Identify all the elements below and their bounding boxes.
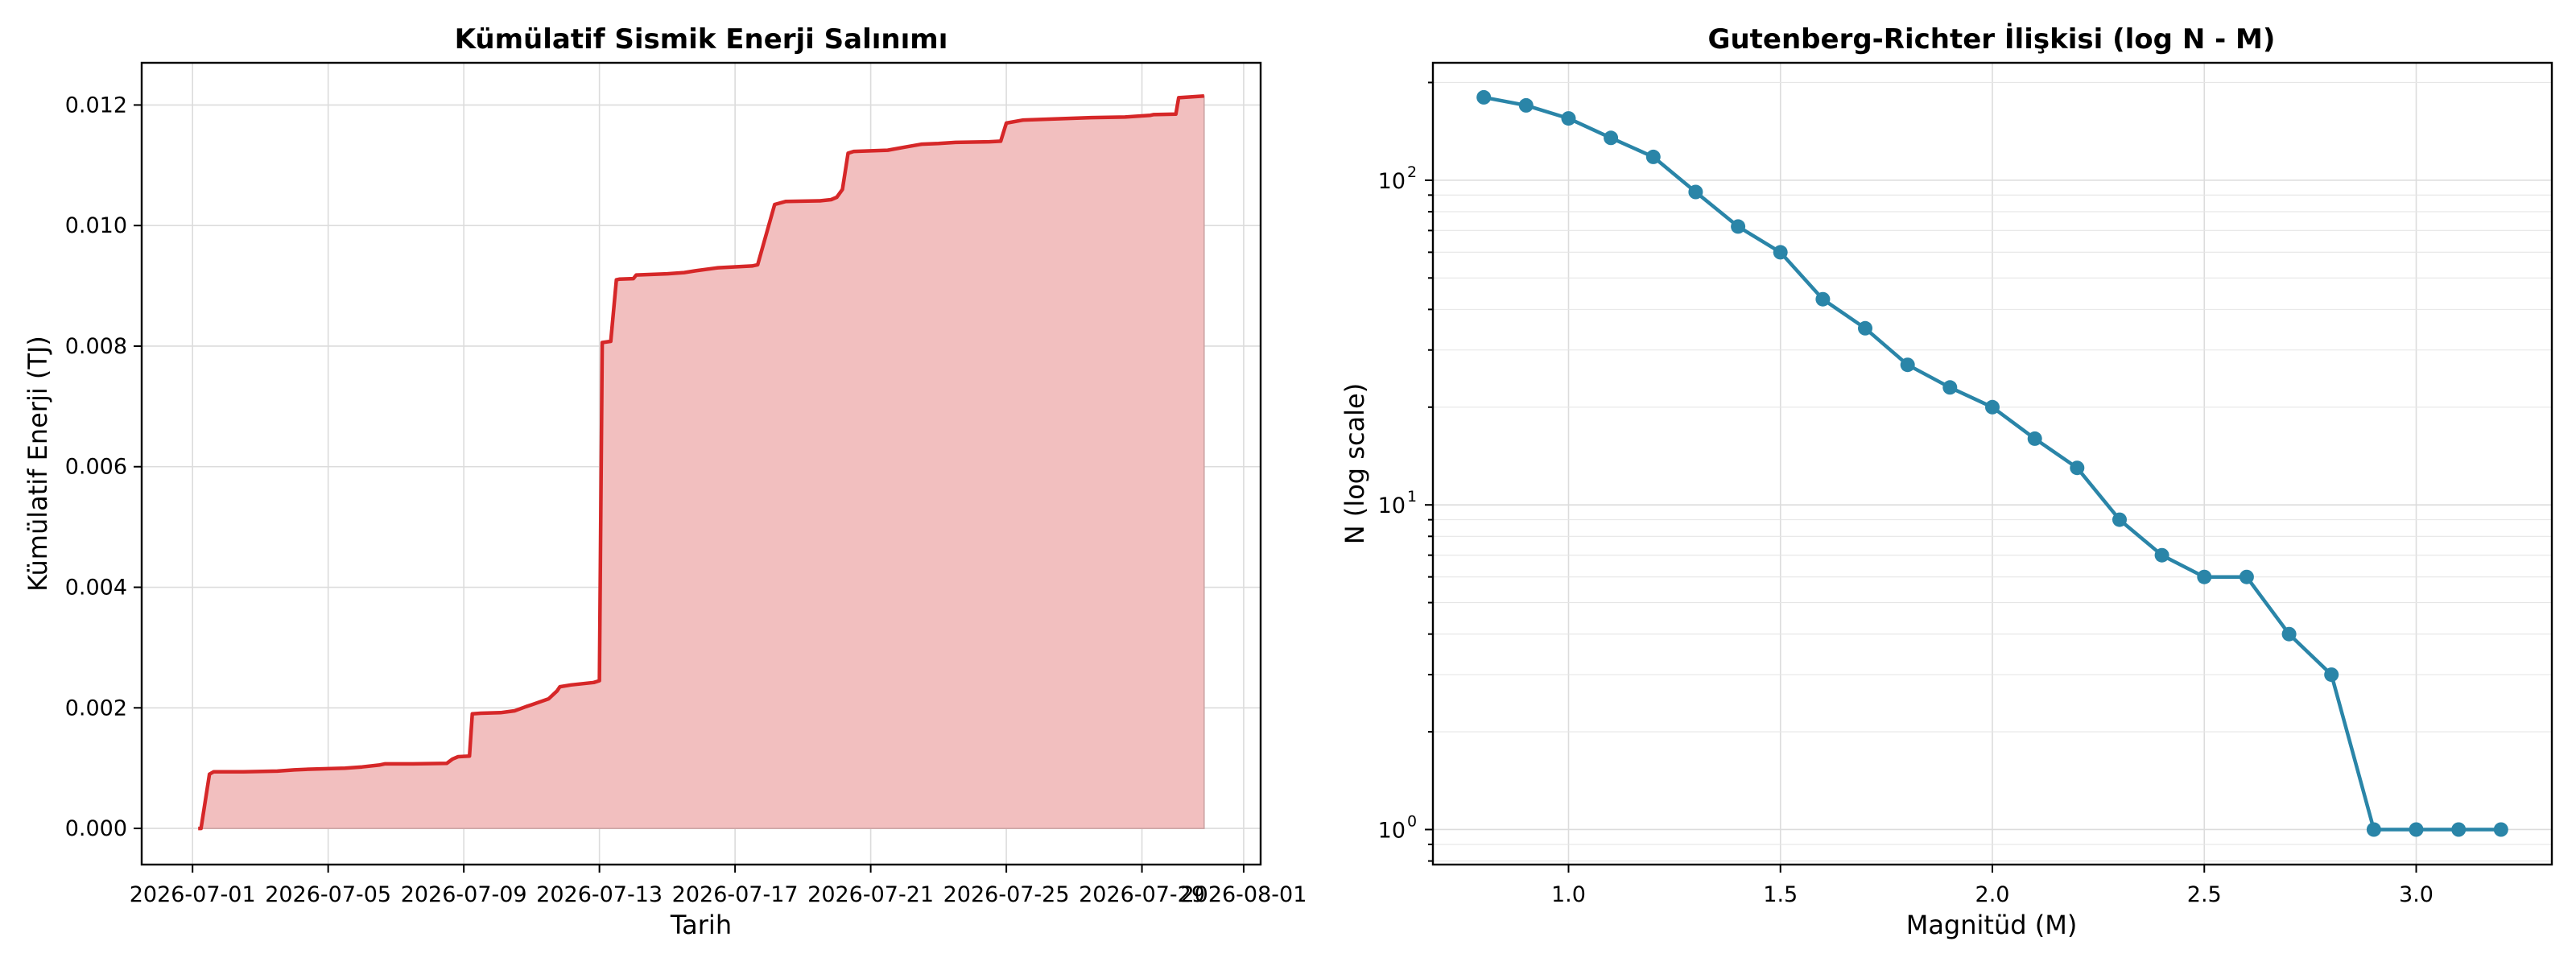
chart1-x-tick-label: 2026-07-25 [943,882,1070,907]
chart1-x-tick-label: 2026-07-09 [401,882,527,907]
chart1-y-ticks: 0.000 0.002 0.004 0.006 0.008 0.010 0.012 [65,93,142,841]
chart2-data-point [1645,149,1661,164]
chart2-data-point [2027,431,2042,446]
chart2-data-point [2324,667,2339,683]
chart2-y-tick-base: 10 [1378,818,1406,843]
chart2-points-layer [1476,89,2508,837]
chart2-data-point [2112,512,2127,527]
chart2-data-point [2366,822,2381,837]
chart1-series-line [198,93,1204,831]
chart2-y-axis-label: N (log scale) [1340,383,1370,544]
chart2-y-tick-label: 10 2 [1378,163,1417,194]
chart1-title: Kümülatif Sismik Enerji Salınımı [455,23,948,56]
chart2-data-point [2451,822,2467,837]
chart2-data-point [1476,89,1492,105]
gutenberg-richter-chart: Gutenberg-Richter İlişkisi (log N - M) 1… [1340,23,2553,940]
chart2-data-point [1900,357,1915,373]
chart2-data-point [2070,460,2085,476]
chart2-y-tick-exponent: 0 [1407,812,1417,830]
chart2-data-point [1985,399,2000,415]
chart2-y-tick-base: 10 [1378,169,1406,194]
chart2-y-tick-exponent: 2 [1407,163,1417,181]
chart2-data-point [2239,569,2254,584]
chart1-plot-frame [140,61,1262,866]
chart2-data-point [2154,547,2169,563]
chart1-x-tick-label: 2026-07-05 [265,882,391,907]
chart1-x-tick-label: 2026-07-13 [536,882,663,907]
chart2-data-point [1688,184,1703,200]
chart2-data-point [2409,822,2424,837]
chart2-x-tick-label: 3.0 [2399,882,2434,907]
chart1-line-layer [198,93,1204,831]
chart1-x-tick-label: 2026-07-21 [807,882,934,907]
chart1-y-axis-label: Kümülatif Enerji (TJ) [23,336,53,592]
chart2-data-point [1731,219,1746,234]
chart2-data-point [2197,569,2212,584]
chart2-x-tick-label: 2.5 [2187,882,2222,907]
chart1-x-axis-label: Tarih [670,910,732,940]
chart1-x-tick-label: 2026-07-29 [1079,882,1205,907]
chart2-x-axis-label: Magnitüd (M) [1906,910,2078,940]
chart2-y-tick-label: 10 0 [1378,812,1417,843]
chart2-data-point [2493,822,2508,837]
chart2-grid [1433,63,2552,865]
chart2-title: Gutenberg-Richter İlişkisi (log N - M) [1708,23,2276,56]
chart2-y-tick-base: 10 [1378,493,1406,518]
chart2-x-ticks: 1.0 1.5 2.0 2.5 3.0 [1551,865,2434,907]
chart2-y-tick-exponent: 1 [1407,488,1417,506]
chart1-y-tick-label: 0.006 [65,455,127,480]
chart2-data-point [1942,380,1958,395]
chart1-y-tick-label: 0.012 [65,93,127,118]
chart2-x-tick-label: 1.0 [1551,882,1586,907]
chart2-data-point [1815,291,1831,307]
chart2-data-point [1858,320,1872,336]
chart1-x-tick-label: 2026-07-01 [130,882,256,907]
chart2-y-tick-label: 10 1 [1378,488,1417,518]
chart1-x-tick-label: 2026-08-01 [1180,882,1307,907]
chart2-data-point [1604,130,1619,146]
cumulative-energy-chart: Kümülatif Sismik Enerji Salınımı 2026-07… [23,23,1307,940]
chart1-y-tick-label: 0.010 [65,213,127,238]
chart1-x-tick-label: 2026-07-17 [672,882,799,907]
chart1-y-tick-label: 0.002 [65,696,127,720]
chart2-data-point [1773,245,1788,260]
chart2-data-point [1561,111,1576,126]
chart1-y-tick-label: 0.004 [65,576,127,601]
chart2-x-tick-label: 1.5 [1763,882,1798,907]
chart1-y-tick-label: 0.008 [65,334,127,359]
chart2-data-point [2281,626,2297,642]
chart2-x-tick-label: 2.0 [1975,882,2010,907]
chart1-x-ticks: 2026-07-01 2026-07-05 2026-07-09 2026-07-13… [130,865,1307,907]
chart1-y-tick-label: 0.000 [65,816,127,841]
chart2-data-point [1518,97,1534,113]
